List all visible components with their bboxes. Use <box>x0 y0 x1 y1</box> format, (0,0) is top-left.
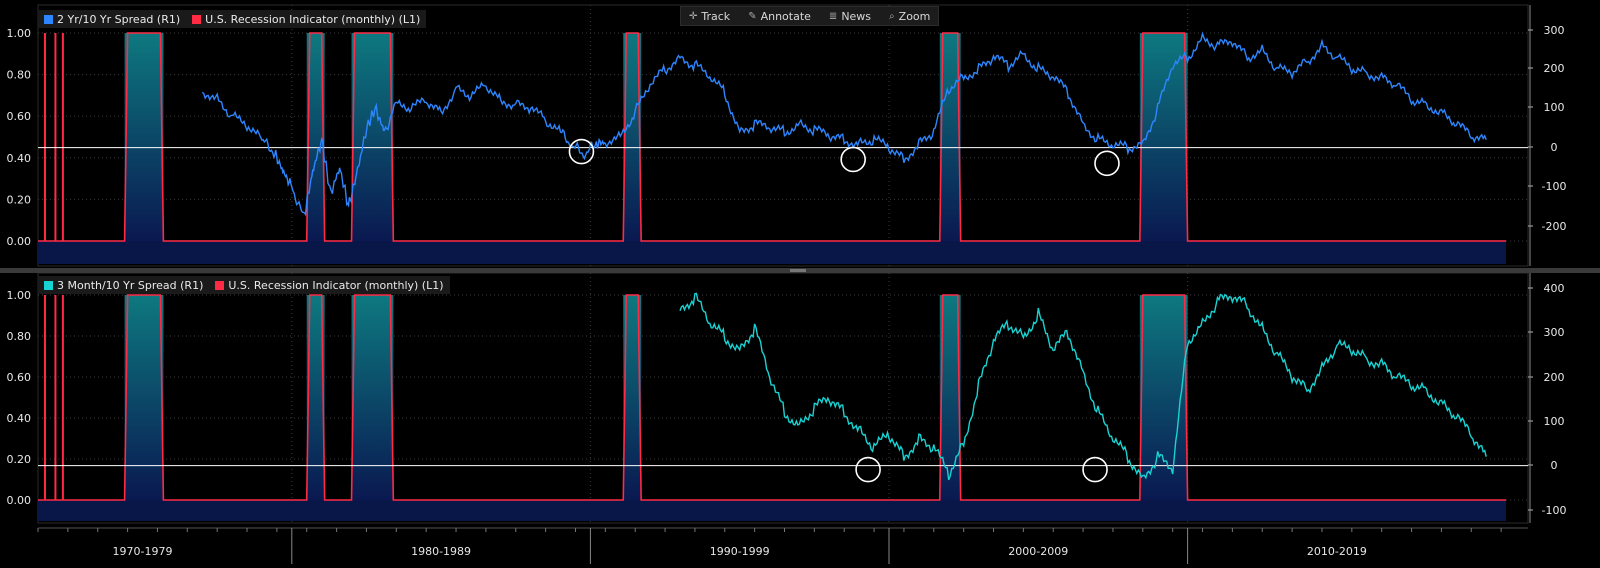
recession-shade <box>306 295 325 500</box>
decade-label: 2010-2019 <box>1306 545 1367 558</box>
decade-label: 2000-2009 <box>1008 545 1069 558</box>
left-tick-label: 0.00 <box>7 235 32 248</box>
legend-item-2y10y[interactable]: 2 Yr/10 Yr Spread (R1) <box>44 13 180 26</box>
decade-label: 1970-1979 <box>112 545 173 558</box>
chart-toolbar: ✛ Track ✎ Annotate ≣ News ⌕ Zoom <box>680 6 940 26</box>
legend-label: U.S. Recession Indicator (monthly) (L1) <box>205 12 421 26</box>
recession-shade <box>351 33 394 241</box>
track-label: Track <box>701 9 731 23</box>
recession-spike <box>43 295 46 500</box>
legend-label: 2 Yr/10 Yr Spread (R1) <box>57 12 181 26</box>
news-icon: ≣ <box>828 10 838 22</box>
recession-indicator-line <box>38 32 1506 242</box>
track-button[interactable]: ✛ Track <box>681 7 738 25</box>
series-3m10y-line <box>679 292 1487 481</box>
annotate-button[interactable]: ✎ Annotate <box>740 7 819 25</box>
right-tick-label: 300 <box>1544 326 1565 339</box>
left-tick-label: 0.80 <box>7 69 32 82</box>
top-legend: 2 Yr/10 Yr Spread (R1) U.S. Recession In… <box>38 10 427 28</box>
right-tick-label: -200 <box>1542 220 1567 233</box>
legend-swatch <box>44 280 53 290</box>
left-tick-label: 1.00 <box>7 289 32 302</box>
recession-indicator-line <box>38 294 1506 501</box>
left-tick-label: 0.60 <box>7 110 32 123</box>
decade-label: 1990-1999 <box>709 545 770 558</box>
zoom-icon: ⌕ <box>889 10 895 22</box>
recession-shade <box>306 33 325 241</box>
recession-shade <box>939 295 961 500</box>
right-tick-label: 0 <box>1551 459 1558 472</box>
legend-label: 3 Month/10 Yr Spread (R1) <box>57 278 204 292</box>
right-tick-label: 300 <box>1544 24 1565 37</box>
left-tick-label: 0.60 <box>7 371 32 384</box>
left-tick-label: 0.80 <box>7 330 32 343</box>
recession-spike <box>61 295 64 500</box>
news-button[interactable]: ≣ News <box>821 7 879 25</box>
zoom-label: Zoom <box>898 9 931 23</box>
right-tick-label: -100 <box>1542 504 1567 517</box>
inversion-annotation-circle <box>855 456 881 483</box>
recession-spike <box>54 295 57 500</box>
recession-shade <box>623 33 642 241</box>
recession-baseline-band <box>38 500 1506 521</box>
right-tick-label: 100 <box>1544 101 1565 114</box>
recession-shade <box>623 295 642 500</box>
legend-label: U.S. Recession Indicator (monthly) (L1) <box>228 278 444 292</box>
legend-item-3m10y[interactable]: 3 Month/10 Yr Spread (R1) <box>44 279 203 292</box>
right-tick-label: 100 <box>1544 415 1565 428</box>
legend-swatch <box>192 14 202 24</box>
zoom-button[interactable]: ⌕ Zoom <box>881 7 938 25</box>
chart-pane-2: 1.00 0.80 0.60 0.40 0.20 0.00 400 300 200 100 0 -10… <box>7 272 1567 524</box>
inversion-annotation-circle <box>1082 456 1108 483</box>
bottom-legend: 3 Month/10 Yr Spread (R1) U.S. Recession… <box>38 276 450 294</box>
pencil-icon: ✎ <box>748 10 757 22</box>
left-tick-label: 0.20 <box>7 193 32 206</box>
left-tick-label: 0.40 <box>7 412 32 425</box>
legend-swatch <box>44 14 53 24</box>
left-tick-label: 0.20 <box>7 453 32 466</box>
annotate-label: Annotate <box>760 9 811 23</box>
recession-spike <box>61 33 64 241</box>
chart-pane-1: 1.00 0.80 0.60 0.40 0.20 0.00 300 200 100 0 -100 -2… <box>7 4 1567 267</box>
recession-baseline-band <box>38 241 1506 264</box>
recession-spike <box>54 33 57 241</box>
right-tick-label: -100 <box>1542 180 1567 193</box>
decade-label: 1980-1989 <box>411 545 472 558</box>
legend-item-recession-bottom[interactable]: U.S. Recession Indicator (monthly) (L1) <box>215 278 444 292</box>
divider-grip-icon[interactable] <box>790 269 806 272</box>
recession-shade <box>351 295 394 500</box>
plot-frame <box>37 272 1529 524</box>
recession-shade <box>1139 33 1188 241</box>
left-tick-label: 0.00 <box>7 494 32 507</box>
pane-divider[interactable] <box>0 268 1600 273</box>
recession-shade <box>124 33 164 241</box>
legend-item-recession-top[interactable]: U.S. Recession Indicator (monthly) (L1) <box>192 13 420 26</box>
left-tick-label: 1.00 <box>7 27 32 40</box>
right-tick-label: 0 <box>1551 141 1558 154</box>
series-2y10y-line <box>201 31 1487 217</box>
right-tick-label: 200 <box>1544 371 1565 384</box>
legend-swatch <box>215 280 225 290</box>
plot-frame <box>37 4 1529 267</box>
recession-spike <box>43 33 46 241</box>
right-tick-label: 400 <box>1544 282 1565 295</box>
inversion-annotation-circle <box>568 138 595 165</box>
recession-shade <box>124 295 164 500</box>
news-label: News <box>841 9 872 23</box>
inversion-annotation-circle <box>1094 150 1120 177</box>
crosshair-icon: ✛ <box>689 10 698 22</box>
right-tick-label: 200 <box>1544 62 1565 75</box>
left-tick-label: 0.40 <box>7 152 32 165</box>
inversion-annotation-circle <box>840 146 866 173</box>
